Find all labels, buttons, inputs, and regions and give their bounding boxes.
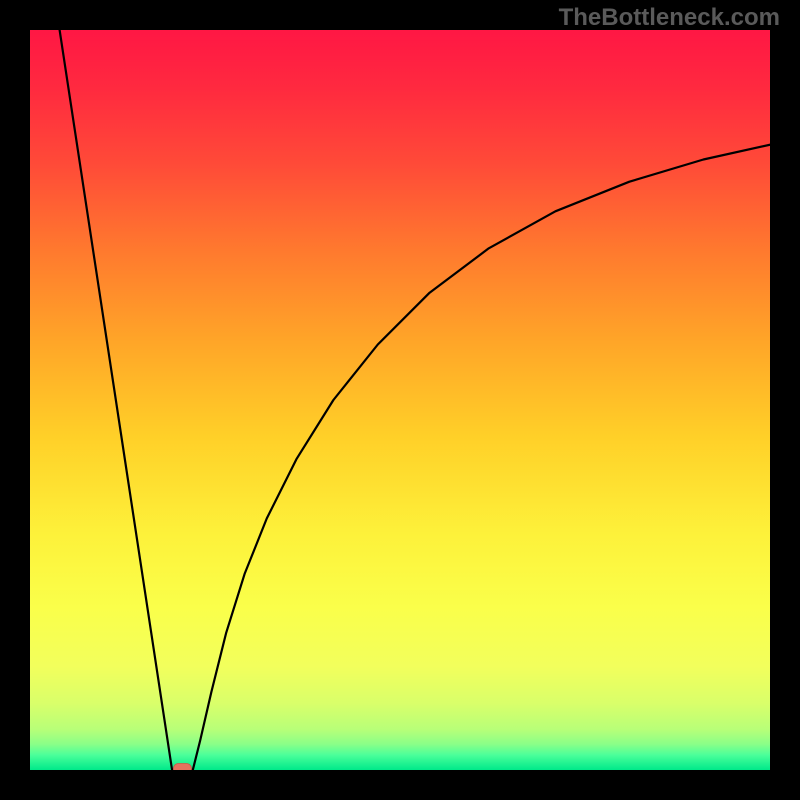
watermark-text: TheBottleneck.com — [559, 4, 780, 32]
plot-svg — [30, 30, 770, 770]
plot-area — [30, 30, 770, 770]
chart-frame: TheBottleneck.com — [0, 0, 800, 800]
gradient-background — [30, 30, 770, 770]
marker-icon — [173, 764, 191, 771]
